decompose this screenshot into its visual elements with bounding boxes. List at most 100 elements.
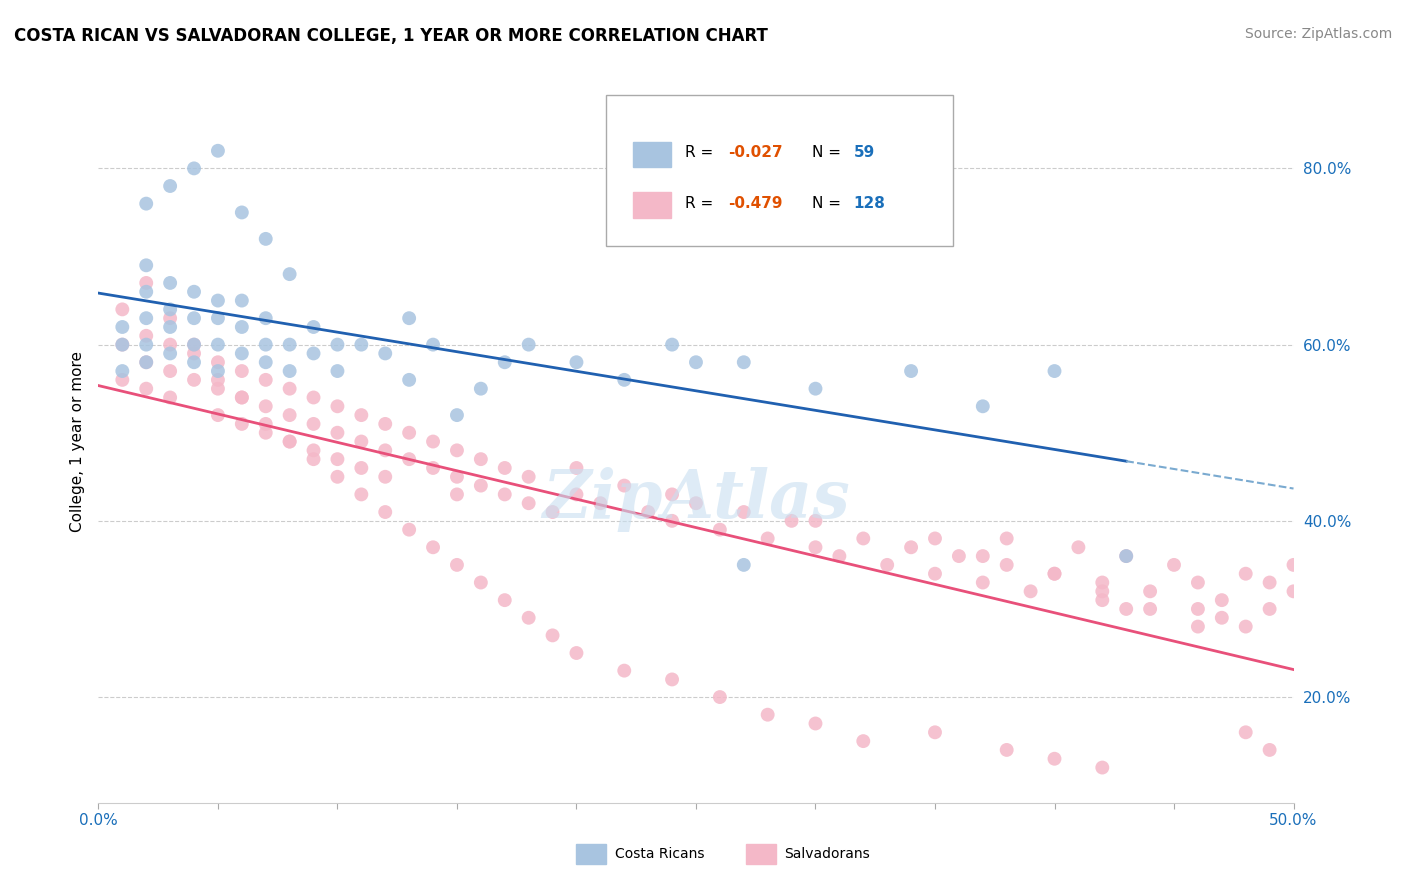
Point — [135, 311, 157, 326]
Point — [302, 443, 325, 458]
Point — [326, 425, 349, 440]
Point — [995, 558, 1018, 572]
Text: 128: 128 — [853, 195, 886, 211]
Point — [135, 355, 157, 369]
Point — [1043, 752, 1066, 766]
Point — [135, 258, 157, 272]
Point — [326, 337, 349, 351]
Point — [207, 355, 229, 369]
Point — [494, 487, 516, 501]
Point — [111, 337, 134, 351]
Point — [111, 364, 134, 378]
Point — [254, 355, 277, 369]
Text: Salvadorans: Salvadorans — [785, 847, 870, 861]
Point — [326, 399, 349, 413]
Point — [613, 478, 636, 492]
Point — [159, 302, 181, 317]
Point — [900, 364, 922, 378]
Point — [852, 734, 875, 748]
Point — [1043, 566, 1066, 581]
Point — [422, 461, 444, 475]
Point — [517, 496, 540, 510]
Point — [183, 285, 205, 299]
Point — [207, 311, 229, 326]
Point — [995, 532, 1018, 546]
Point — [135, 355, 157, 369]
Point — [159, 364, 181, 378]
Bar — [576, 844, 606, 864]
Point — [422, 434, 444, 449]
Point — [1115, 549, 1137, 563]
Point — [374, 417, 396, 431]
Text: N =: N = — [811, 195, 846, 211]
Point — [1282, 584, 1305, 599]
Point — [183, 346, 205, 360]
Point — [398, 452, 420, 467]
Point — [685, 496, 707, 510]
Point — [254, 337, 277, 351]
Point — [661, 337, 683, 351]
Point — [589, 496, 612, 510]
Point — [111, 373, 134, 387]
Point — [374, 470, 396, 484]
Point — [135, 276, 157, 290]
Point — [278, 434, 301, 449]
Point — [254, 399, 277, 413]
Point — [733, 558, 755, 572]
Text: Source: ZipAtlas.com: Source: ZipAtlas.com — [1244, 27, 1392, 41]
Point — [565, 461, 588, 475]
Point — [350, 434, 373, 449]
FancyBboxPatch shape — [606, 95, 953, 246]
Point — [804, 541, 827, 555]
Point — [1091, 760, 1114, 774]
Point — [135, 337, 157, 351]
Point — [1187, 575, 1209, 590]
Point — [733, 355, 755, 369]
Point — [398, 373, 420, 387]
Point — [302, 320, 325, 334]
Point — [948, 549, 970, 563]
Point — [565, 646, 588, 660]
Point — [1211, 593, 1233, 607]
Point — [1091, 575, 1114, 590]
Text: -0.027: -0.027 — [728, 145, 783, 160]
Point — [541, 505, 564, 519]
Point — [159, 311, 181, 326]
Point — [326, 470, 349, 484]
Point — [159, 391, 181, 405]
Point — [494, 461, 516, 475]
Point — [470, 382, 492, 396]
Text: R =: R = — [685, 195, 718, 211]
Point — [278, 337, 301, 351]
Point — [1258, 743, 1281, 757]
Point — [326, 364, 349, 378]
Point — [159, 320, 181, 334]
Point — [446, 408, 468, 422]
Point — [1067, 541, 1090, 555]
Point — [350, 408, 373, 422]
Point — [231, 293, 253, 308]
Point — [565, 355, 588, 369]
Point — [1258, 602, 1281, 616]
Point — [183, 161, 205, 176]
Point — [446, 470, 468, 484]
Point — [1187, 602, 1209, 616]
Point — [207, 144, 229, 158]
Point — [494, 355, 516, 369]
Bar — [633, 142, 671, 167]
Point — [278, 434, 301, 449]
Bar — [633, 193, 671, 218]
Point — [231, 346, 253, 360]
Point — [231, 205, 253, 219]
Point — [1163, 558, 1185, 572]
Point — [231, 391, 253, 405]
Point — [637, 505, 659, 519]
Point — [1234, 619, 1257, 633]
Point — [374, 346, 396, 360]
Point — [804, 716, 827, 731]
Point — [422, 541, 444, 555]
Point — [565, 487, 588, 501]
Point — [302, 391, 325, 405]
Point — [1139, 602, 1161, 616]
Point — [231, 364, 253, 378]
